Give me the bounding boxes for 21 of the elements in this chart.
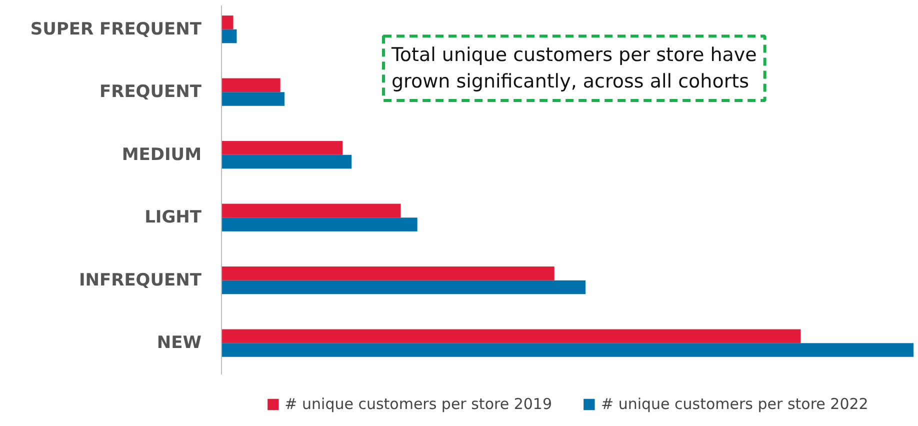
annotation: Total unique customers per store have grown significantly, across all cohorts [390, 44, 757, 92]
bar [222, 218, 418, 232]
legend-label: # unique customers per store 2022 [601, 395, 868, 413]
legend-label: # unique customers per store 2019 [284, 395, 552, 413]
y-tick-label: LIGHT [144, 208, 202, 228]
y-tick-label: INFREQUENT [78, 270, 202, 290]
bar [222, 78, 280, 92]
bar [222, 343, 914, 357]
y-tick-label: NEW [156, 333, 202, 354]
bar [222, 154, 352, 169]
y-tick-label: SUPER FREQUENT [30, 19, 202, 40]
bar [222, 280, 586, 294]
bar [222, 16, 234, 30]
y-tick-label: FREQUENT [99, 82, 202, 102]
bar [222, 92, 284, 106]
bar [222, 204, 401, 218]
y-tick-label: MEDIUM [122, 144, 202, 165]
bar [222, 266, 554, 280]
bar [222, 141, 343, 155]
bar [222, 329, 801, 344]
bar [222, 29, 237, 44]
